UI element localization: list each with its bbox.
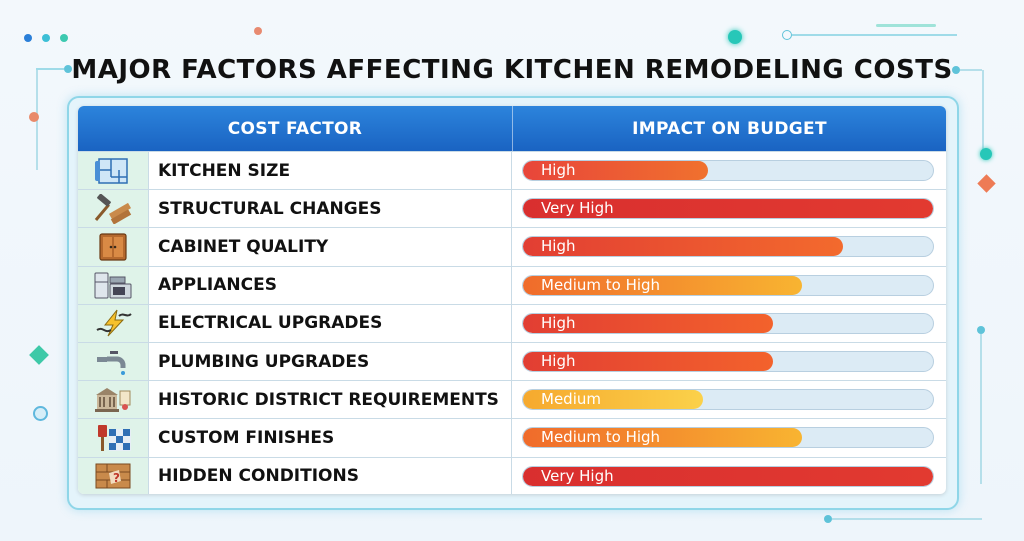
impact-bar-track: High	[522, 312, 934, 334]
svg-text:?: ?	[113, 471, 120, 485]
impact-label: Very High	[541, 466, 614, 485]
impact-bar-track: Medium to High	[522, 427, 934, 449]
decor-line	[982, 70, 984, 150]
cost-factor-label: PLUMBING UPGRADES	[149, 342, 512, 381]
decor-diamond	[29, 345, 49, 365]
impact-label: High	[541, 161, 576, 180]
page-title: MAJOR FACTORS AFFECTING KITCHEN REMODELI…	[71, 55, 953, 85]
decor-circle	[728, 30, 742, 44]
impact-bar-track: Medium to High	[522, 274, 934, 296]
decor-line	[960, 69, 982, 71]
impact-cell: High	[512, 305, 946, 342]
table-row: CABINET QUALITY High	[78, 227, 946, 266]
impact-bar-track: Very High	[522, 198, 934, 220]
decor-circle	[980, 148, 992, 160]
impact-bar-fill	[523, 275, 802, 295]
impact-cell: Very High	[512, 458, 946, 495]
impact-label: Very High	[541, 199, 614, 218]
decor-circle	[33, 406, 48, 421]
decor-dot	[824, 515, 832, 523]
impact-bar-track: High	[522, 160, 934, 182]
impact-cell: Medium to High	[512, 267, 946, 304]
appliances-icon	[78, 266, 149, 304]
impact-label: Medium to High	[541, 428, 661, 447]
impact-cell: Medium to High	[512, 419, 946, 456]
table-row: PLUMBING UPGRADES High	[78, 341, 946, 381]
impact-cell: Medium	[512, 381, 946, 418]
impact-cell: Very High	[512, 190, 946, 227]
impact-cell: High	[512, 343, 946, 380]
impact-bar-fill	[523, 390, 704, 410]
header-impact-on-budget: IMPACT ON BUDGET	[632, 118, 827, 139]
cost-factor-label: KITCHEN SIZE	[149, 152, 512, 190]
decor-line	[876, 24, 936, 27]
decor-diamond	[977, 174, 996, 193]
table-body: KITCHEN SIZE High STRUCTURAL CHANGES Very H…	[78, 151, 946, 494]
table-row: HISTORIC DISTRICT REQUIREMENTS Medium	[78, 380, 946, 419]
decor-dot	[977, 326, 985, 334]
impact-bar-fill	[523, 199, 933, 219]
hidden-wall-icon: ?	[78, 457, 149, 494]
decor-dot	[254, 27, 262, 35]
decor-dot	[29, 112, 39, 122]
historic-building-icon	[78, 381, 149, 419]
cost-factor-label: HIDDEN CONDITIONS	[149, 457, 512, 494]
faucet-icon	[78, 342, 149, 381]
table-row: STRUCTURAL CHANGES Very High	[78, 189, 946, 228]
cabinet-icon	[78, 228, 149, 266]
decor-line	[832, 518, 982, 520]
impact-cell: High	[512, 152, 946, 189]
decor-line	[36, 68, 64, 70]
decor-dot	[64, 65, 72, 73]
impact-cell: High	[512, 228, 946, 265]
impact-bar-track: Medium	[522, 389, 934, 411]
hammer-wood-icon	[78, 190, 149, 228]
header-cost-factor: COST FACTOR	[78, 106, 513, 151]
impact-bar-fill	[523, 352, 774, 372]
table-row: APPLIANCES Medium to High	[78, 265, 946, 304]
impact-bar-track: High	[522, 236, 934, 258]
cost-factor-label: APPLIANCES	[149, 266, 512, 304]
decor-line	[782, 30, 792, 40]
table-row: ? HIDDEN CONDITIONS Very High	[78, 456, 946, 495]
impact-bar-track: Very High	[522, 465, 934, 487]
impact-bar-fill	[523, 428, 802, 448]
table-header: COST FACTOR IMPACT ON BUDGET	[78, 106, 946, 151]
impact-label: Medium	[541, 390, 601, 409]
impact-label: High	[541, 237, 576, 256]
paint-tile-icon	[78, 419, 149, 457]
cost-factor-table: COST FACTOR IMPACT ON BUDGET KITCHEN SIZ…	[78, 106, 946, 494]
impact-label: High	[541, 313, 576, 332]
cost-factor-label: CUSTOM FINISHES	[149, 419, 512, 457]
decor-dot	[952, 66, 960, 74]
table-row: ELECTRICAL UPGRADES High	[78, 303, 946, 342]
lightning-icon	[78, 304, 149, 342]
cost-factor-label: HISTORIC DISTRICT REQUIREMENTS	[149, 381, 512, 419]
cost-factor-label: CABINET QUALITY	[149, 228, 512, 266]
impact-bar-fill	[523, 161, 708, 181]
decor-line	[792, 34, 957, 36]
impact-bar-fill	[523, 466, 933, 486]
decor-line	[980, 334, 982, 484]
table-row: CUSTOM FINISHES Medium to High	[78, 418, 946, 457]
impact-label: Medium to High	[541, 275, 661, 294]
cost-factor-label: STRUCTURAL CHANGES	[149, 190, 512, 228]
floor-plan-icon	[78, 152, 149, 190]
table-row: KITCHEN SIZE High	[78, 151, 946, 190]
impact-bar-fill	[523, 237, 843, 257]
cost-factor-label: ELECTRICAL UPGRADES	[149, 304, 512, 342]
impact-bar-track: High	[522, 351, 934, 373]
decor-dots	[24, 27, 68, 46]
impact-bar-fill	[523, 313, 774, 333]
impact-label: High	[541, 352, 576, 371]
